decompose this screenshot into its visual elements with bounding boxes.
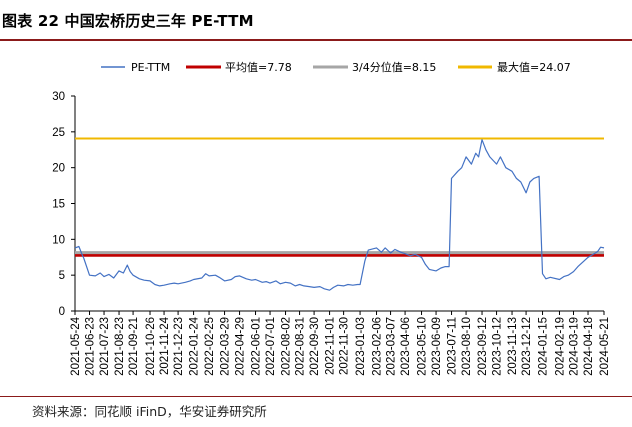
x-tick-label: 2023-06-09 xyxy=(431,317,443,376)
y-tick-label: 30 xyxy=(52,91,65,103)
x-tick-label: 2022-08-02 xyxy=(281,317,293,376)
legend-mean-label: 平均值=7.78 xyxy=(225,61,292,74)
x-tick-label: 2021-06-23 xyxy=(85,317,97,376)
x-tick-label: 2022-11-30 xyxy=(339,317,351,375)
x-tick-label: 2023-11-13 xyxy=(507,317,519,375)
x-tick-label: 2022-06-01 xyxy=(251,317,263,376)
y-tick-label: 5 xyxy=(59,270,65,282)
x-tick-label: 2021-08-23 xyxy=(114,317,126,376)
x-tick-label: 2022-02-25 xyxy=(204,317,216,376)
x-tick-label: 2023-07-11 xyxy=(447,317,459,375)
x-tick-label: 2023-01-03 xyxy=(355,317,367,376)
x-tick-label: 2023-10-12 xyxy=(492,317,504,376)
x-tick-label: 2022-07-01 xyxy=(265,317,277,376)
x-tick-label: 2023-02-06 xyxy=(372,317,384,376)
chart-legend: PE-TTM 平均值=7.78 3/4分位值=8.15 最大值=24.07 xyxy=(101,60,571,74)
legend-q3-label: 3/4分位值=8.15 xyxy=(352,60,436,74)
title-divider xyxy=(0,39,632,41)
x-tick-label: 2023-12-12 xyxy=(521,317,533,376)
x-tick-label: 2024-05-21 xyxy=(599,317,611,376)
x-tick-label: 2023-08-10 xyxy=(461,317,473,376)
pe-ttm-line xyxy=(74,139,605,291)
y-tick-label: 20 xyxy=(52,163,65,175)
y-tick-label: 15 xyxy=(52,199,65,211)
x-tick-label: 2022-04-29 xyxy=(235,317,247,376)
y-tick-label: 25 xyxy=(52,127,65,139)
chart-lines xyxy=(74,137,605,291)
x-tick-label: 2024-01-15 xyxy=(538,317,550,376)
x-tick-label: 2024-04-18 xyxy=(583,317,595,376)
x-tick-label: 2024-02-19 xyxy=(554,317,566,376)
x-axis-labels: 2021-05-24 2021-06-23 2021-07-23 2021-08-23… xyxy=(70,316,611,375)
x-tick-label: 2023-05-10 xyxy=(417,317,429,376)
x-tick-label: 2021-07-23 xyxy=(99,317,111,376)
x-tick-label: 2023-09-12 xyxy=(477,317,489,376)
x-tick-label: 2021-05-24 xyxy=(70,316,82,375)
legend-max-label: 最大值=24.07 xyxy=(497,60,571,74)
x-tick-label: 2024-03-19 xyxy=(569,317,581,376)
x-tick-label: 2022-03-29 xyxy=(220,317,232,376)
x-tick-label: 2021-10-26 xyxy=(145,317,157,376)
x-tick-label: 2021-12-23 xyxy=(173,317,185,376)
x-tick-label: 2023-04-06 xyxy=(400,317,412,376)
x-tick-label: 2022-11-01 xyxy=(325,317,337,375)
y-tick-label: 0 xyxy=(59,306,65,318)
x-tick-label: 2021-11-24 xyxy=(159,316,171,375)
x-tick-label: 2022-09-30 xyxy=(309,317,321,376)
x-tick-label: 2021-09-21 xyxy=(128,317,140,376)
source-divider xyxy=(0,396,632,397)
x-tick-label: 2023-03-07 xyxy=(386,317,398,376)
y-tick-label: 10 xyxy=(52,234,65,246)
x-tick-label: 2022-08-31 xyxy=(295,317,307,376)
x-tick-label: 2022-01-24 xyxy=(189,316,201,375)
figure-title: 图表 22 中国宏桥历史三年 PE-TTM xyxy=(2,12,254,30)
source-note: 资料来源：同花顺 iFinD，华安证券研究所 xyxy=(32,404,267,419)
legend-pe-ttm-label: PE-TTM xyxy=(131,61,170,74)
chart-axes: 0 5 10 15 20 25 30 xyxy=(52,91,605,318)
